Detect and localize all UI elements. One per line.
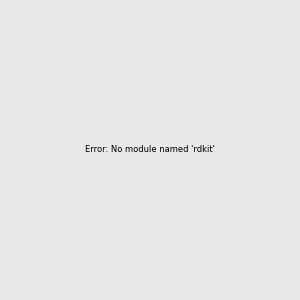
Text: Error: No module named 'rdkit': Error: No module named 'rdkit': [85, 146, 215, 154]
